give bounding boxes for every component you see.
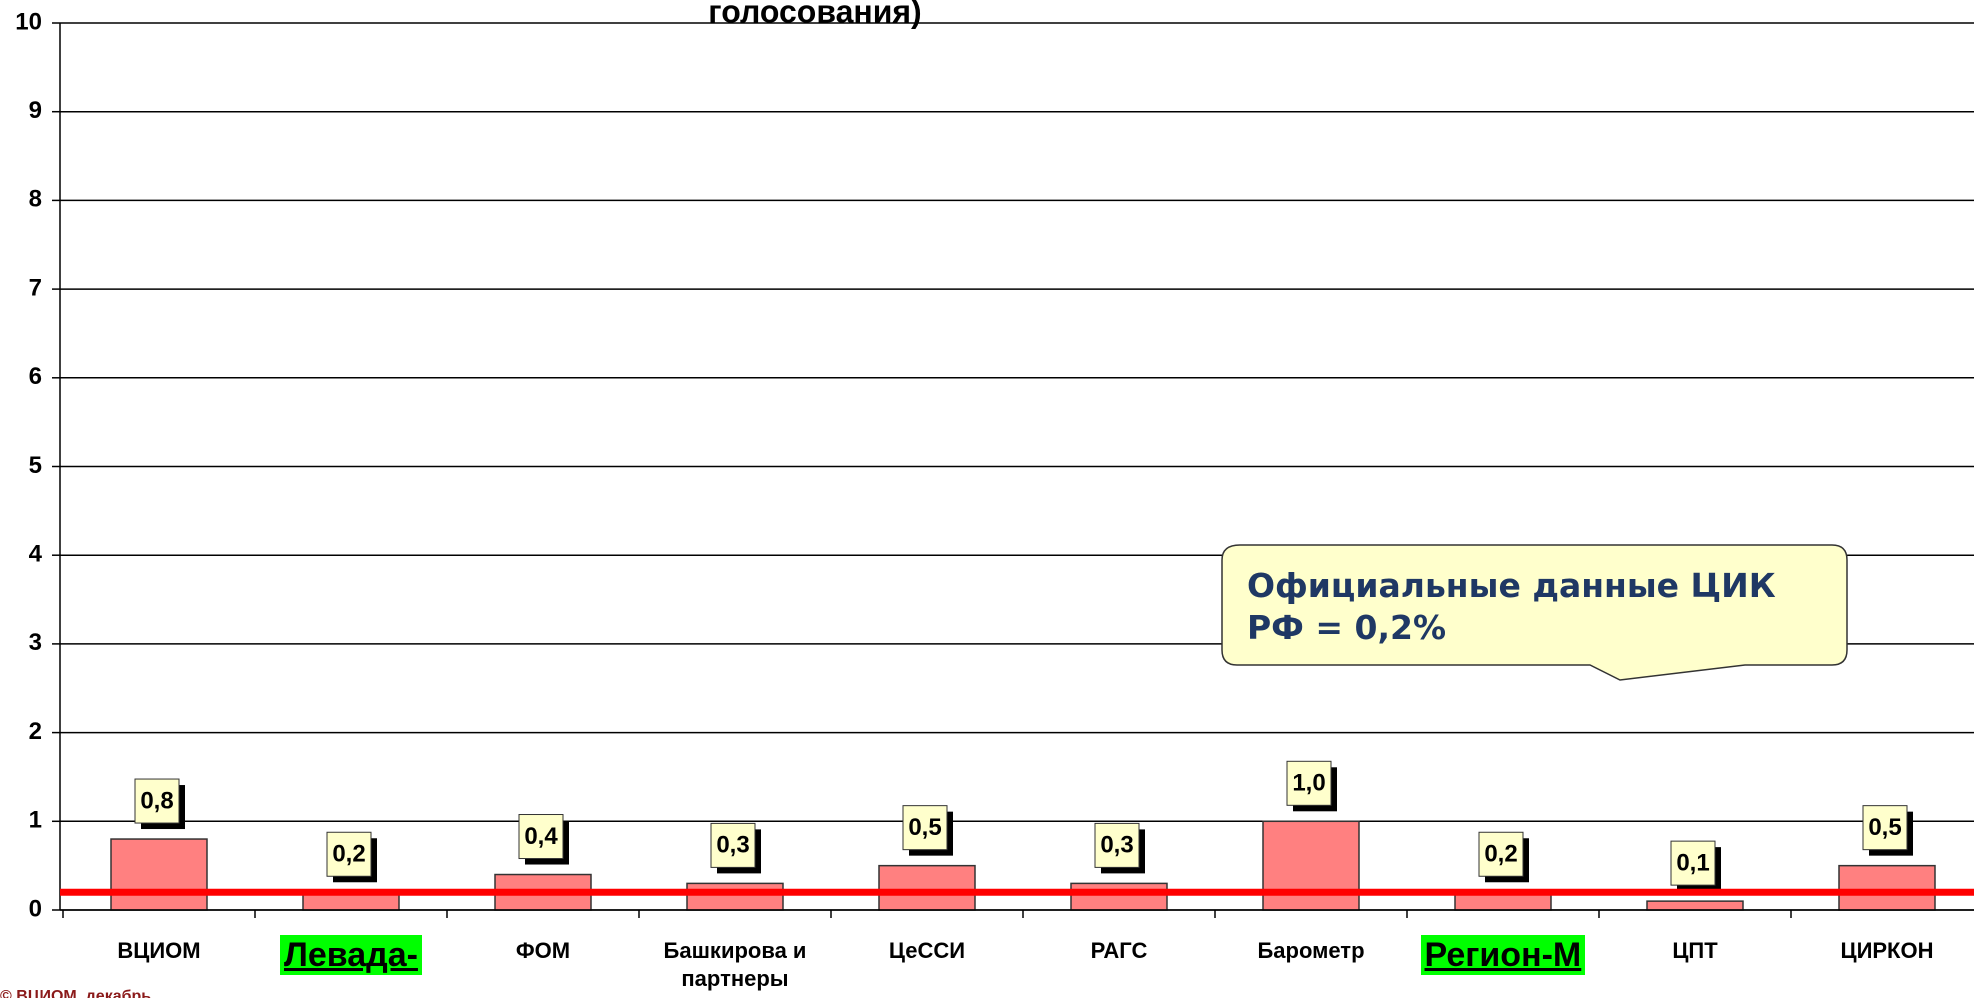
- bar: [686, 882, 784, 911]
- y-tick-label: 1: [29, 807, 42, 834]
- x-tick-label: ЦПТ: [1672, 938, 1718, 963]
- label-box: [1670, 840, 1716, 886]
- x-tick-label: Регион-М: [1420, 935, 1586, 975]
- data-label: 0,4: [524, 823, 558, 850]
- footnote: © ВЦИОМ, декабрь: [0, 988, 152, 998]
- callout-box: [1221, 544, 1848, 681]
- bar: [1262, 820, 1360, 911]
- y-tick-label: 4: [29, 541, 43, 568]
- label-box: [710, 822, 756, 868]
- data-label: 0,3: [1100, 832, 1133, 859]
- bar: [878, 864, 976, 911]
- data-label: 0,5: [908, 814, 941, 841]
- data-label: 1,0: [1292, 770, 1325, 797]
- x-tick-label: РАГС: [1090, 938, 1148, 963]
- x-tick-label: Барометр: [1257, 938, 1365, 963]
- label-box: [134, 778, 180, 824]
- y-tick-label: 5: [29, 452, 42, 479]
- y-tick-label: 3: [29, 629, 42, 656]
- data-label: 0,2: [1484, 841, 1517, 868]
- x-tick-label: ЦИРКОН: [1840, 938, 1934, 963]
- x-tick-label: Левада-: [280, 935, 422, 975]
- chart-title: голосования): [708, 0, 921, 29]
- y-tick-label: 6: [29, 363, 42, 390]
- bar: [1646, 900, 1744, 911]
- bar: [110, 838, 208, 911]
- y-tick-label: 8: [29, 186, 42, 213]
- label-box: [1478, 831, 1524, 877]
- x-tick-label: ВЦИОМ: [117, 938, 201, 963]
- callout-text: Официальные данные ЦИК РФ = 0,2%: [1247, 566, 1776, 647]
- bar: [1070, 882, 1168, 911]
- data-label: 0,1: [1676, 849, 1709, 876]
- y-tick-label: 0: [29, 895, 42, 922]
- data-label: 0,3: [716, 832, 749, 859]
- label-box: [1286, 760, 1332, 806]
- y-tick-label: 10: [15, 8, 42, 35]
- x-tick-label: Башкирова и партнеры: [663, 938, 807, 991]
- label-box: [1862, 805, 1908, 851]
- bar: [1838, 864, 1936, 911]
- data-label: 0,8: [140, 787, 173, 814]
- data-label: 0,2: [332, 841, 365, 868]
- y-tick-label: 9: [29, 97, 42, 124]
- label-box: [518, 814, 564, 860]
- x-tick-label: ФОМ: [515, 938, 571, 963]
- label-box: [326, 831, 372, 877]
- label-box: [1094, 822, 1140, 868]
- data-label: 0,5: [1868, 814, 1901, 841]
- y-tick-label: 2: [29, 718, 42, 745]
- y-tick-label: 7: [29, 274, 42, 301]
- x-tick-label: ЦеССИ: [888, 938, 966, 963]
- label-box: [902, 805, 948, 851]
